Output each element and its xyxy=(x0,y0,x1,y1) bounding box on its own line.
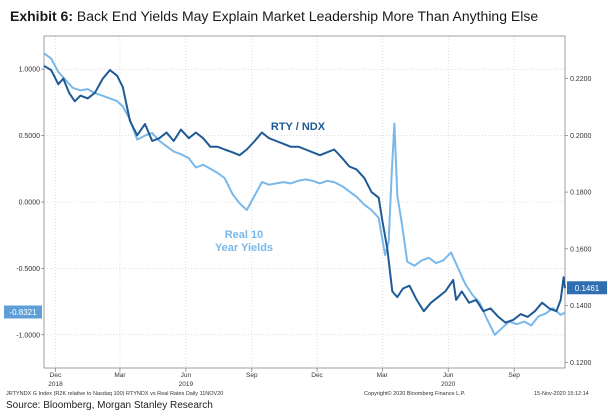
series-line-rty-ndx xyxy=(43,64,566,324)
x-tick-label: Dec xyxy=(50,372,62,379)
footer-left: JRTYNDX G Index (R2K relative to Nasdaq … xyxy=(6,391,223,397)
x-year-label: 2020 xyxy=(441,381,456,388)
right-tick-label: 0.1400 xyxy=(570,303,592,310)
x-year-label: 2018 xyxy=(48,381,63,388)
chart-labels: RTY / NDX Real 10 Year Yields 0.1461 -0.8321 xyxy=(4,121,607,319)
x-tick-label: Mar xyxy=(377,372,389,379)
left-tick-label: -0.5000 xyxy=(16,266,40,273)
last-value-badge-real-yields xyxy=(4,305,42,319)
last-value-label-real-yields: -0.8321 xyxy=(9,308,37,317)
title-text: Back End Yields May Explain Market Leade… xyxy=(76,8,539,24)
x-year-label: 2019 xyxy=(179,381,194,388)
x-tick-label: Mar xyxy=(114,372,126,379)
exhibit-label: Exhibit 6: xyxy=(10,8,74,24)
right-tick-label: 0.1200 xyxy=(570,360,592,367)
right-tick-label: 0.1800 xyxy=(570,190,592,197)
x-tick-label: Sep xyxy=(246,372,258,379)
bloomberg-footer: JRTYNDX G Index (R2K relative to Nasdaq … xyxy=(6,390,589,397)
last-value-label-rty-ndx: 0.1461 xyxy=(575,284,600,293)
right-tick-label: 0.2000 xyxy=(570,133,592,140)
axes: Dec Mar Jun Sep Dec Mar Jun Sep 2018 2019 2020 1.00… xyxy=(16,35,592,388)
series-lines xyxy=(43,52,566,336)
x-tick-label: Jun xyxy=(443,372,454,379)
x-tick-label: Sep xyxy=(508,372,520,379)
left-tick-label: 0.0000 xyxy=(19,200,41,207)
left-tick-label: 1.0000 xyxy=(19,67,41,74)
right-tick-label: 0.1600 xyxy=(570,246,592,253)
grid-lines xyxy=(44,36,565,368)
series-line-real-10-year-yields xyxy=(43,52,566,336)
chart-title: Exhibit 6: Back End Yields May Explain M… xyxy=(10,8,538,24)
series-label-rty-ndx: RTY / NDX xyxy=(271,121,326,133)
left-tick-label: 0.5000 xyxy=(19,133,41,140)
x-tick-label: Jun xyxy=(181,372,192,379)
source-note: Source: Bloomberg, Morgan Stanley Resear… xyxy=(6,400,213,411)
footer-center: Copyright© 2020 Bloomberg Finance L.P. xyxy=(364,390,466,397)
series-label-real-10-year-yields: Real 10 Year Yields xyxy=(215,229,273,254)
last-value-badge-rty-ndx xyxy=(567,281,607,295)
x-tick-label: Dec xyxy=(311,372,323,379)
right-tick-label: 0.2200 xyxy=(570,76,592,83)
left-tick-label: -1.0000 xyxy=(16,332,40,339)
footer-right: 15-Nov-2020 15:12:14 xyxy=(534,391,589,397)
